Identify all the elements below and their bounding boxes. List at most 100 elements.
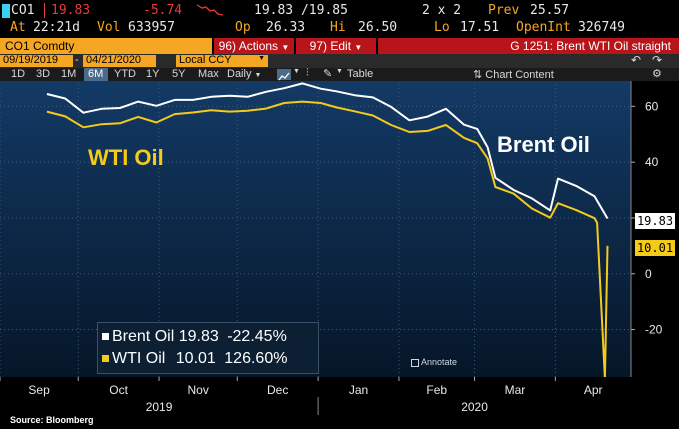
- chart-title: G 1251: Brent WTI Oil straight: [510, 39, 671, 53]
- date-separator: -: [75, 54, 79, 66]
- ticker-last: 19.83: [51, 3, 91, 18]
- x-tick-label: Sep: [28, 383, 50, 397]
- x-tick-label: Jan: [349, 383, 368, 397]
- brent-series-line: [46, 82, 609, 220]
- dropdown-arrow-icon[interactable]: ▼: [336, 68, 343, 75]
- chart-content-label: Chart Content: [485, 69, 554, 81]
- oi-label: OpenInt: [516, 20, 571, 35]
- period-3d[interactable]: 3D: [36, 68, 51, 80]
- legend-wti-name: WTI Oil: [112, 350, 166, 367]
- ticker-header: CO1 19.83 -5.74 19.83 /19.85 2 x 2 Prev …: [0, 0, 679, 38]
- period-1m[interactable]: 1M: [61, 68, 77, 80]
- redo-icon[interactable]: ↷: [652, 53, 663, 67]
- brent-chart-label: Brent Oil: [497, 132, 590, 157]
- ticker-time: 22:21d: [33, 20, 80, 35]
- ticker-low: 17.51: [460, 20, 500, 35]
- currency-select[interactable]: Local CCY ▼: [176, 54, 268, 67]
- edit-number: 97): [309, 39, 328, 53]
- source-note: Source: Bloomberg: [10, 415, 94, 425]
- ticker-divider: [44, 3, 45, 18]
- y-tick-label: 40: [645, 155, 659, 169]
- x-axis-labels: Sep Oct Nov Dec Jan Feb Mar Apr 2019 2020: [0, 377, 603, 415]
- legend-brent-value: 19.83: [178, 328, 219, 345]
- start-date: 09/19/2019: [3, 54, 59, 66]
- ticker-vol: 633957: [128, 20, 175, 35]
- x-tick-label: Dec: [267, 383, 288, 397]
- sparkline-icon: [196, 4, 224, 16]
- period-1y[interactable]: 1Y: [146, 68, 160, 80]
- ticker-size: 2 x 2: [422, 3, 462, 18]
- dropdown-arrow-icon: ▼: [281, 43, 290, 52]
- axis-background: [631, 81, 679, 377]
- x-tick-label: Apr: [584, 383, 603, 397]
- at-label: At: [10, 20, 26, 35]
- end-date: 04/21/2020: [86, 54, 142, 66]
- brent-last-tag: 19.83: [635, 213, 675, 229]
- wti-series-line: [46, 100, 609, 380]
- period-toolbar: 1D 3D 1M 6M YTD 1Y 5Y Max Daily ▼ ▼ ⫶ ✎ …: [0, 67, 679, 81]
- legend-wti-swatch: [102, 355, 109, 363]
- legend-wti-change: 126.60%: [224, 350, 288, 367]
- start-date-field[interactable]: 09/19/2019: [0, 54, 73, 67]
- ticker-open-interest: 326749: [578, 20, 625, 35]
- y-tick-label: 0: [645, 267, 652, 281]
- period-5y[interactable]: 5Y: [172, 68, 186, 80]
- ticker-cursor: [2, 4, 10, 18]
- dropdown-arrow-icon[interactable]: ▼: [293, 68, 300, 75]
- legend: Brent Oil 19.83 -22.45% WTI Oil 10.01 12…: [97, 322, 319, 374]
- period-1d[interactable]: 1D: [11, 68, 26, 80]
- series-layer: [46, 82, 609, 380]
- frequency-select[interactable]: Daily ▼: [227, 68, 261, 80]
- legend-brent: Brent Oil 19.83 -22.45%: [102, 328, 287, 346]
- prev-label: Prev: [488, 3, 520, 18]
- currency-label: Local CCY: [179, 54, 232, 66]
- pencil-icon[interactable]: ✎: [323, 68, 333, 80]
- x-axis-background: [0, 377, 679, 429]
- annotate-button[interactable]: Annotate: [411, 357, 457, 367]
- security-field[interactable]: CO1 Comdty: [0, 38, 212, 54]
- actions-number: 96): [218, 39, 237, 53]
- y-tick-label: 60: [645, 99, 659, 113]
- hi-label: Hi: [330, 20, 346, 35]
- security-label: CO1 Comdty: [5, 39, 75, 53]
- x-tick-label: Oct: [109, 383, 128, 397]
- period-6m: 6M: [88, 68, 104, 80]
- bars-icon[interactable]: ⫶: [306, 67, 309, 79]
- wti-last-tag: 10.01: [635, 240, 675, 256]
- actions-label: Actions: [238, 39, 279, 53]
- legend-wti: WTI Oil 10.01 126.60%: [102, 350, 287, 368]
- vol-label: Vol: [97, 20, 121, 35]
- end-date-field[interactable]: 04/21/2020: [83, 54, 156, 67]
- actions-button[interactable]: 96) Actions ▼: [214, 38, 294, 54]
- year-label-2019: 2019: [146, 400, 173, 414]
- ticker-symbol[interactable]: CO1: [11, 3, 35, 18]
- chart-content-icon: ⇅: [473, 69, 483, 81]
- ticker-high: 26.50: [358, 20, 398, 35]
- legend-brent-swatch: [102, 333, 109, 341]
- legend-brent-name: Brent Oil: [112, 328, 175, 345]
- lo-label: Lo: [434, 20, 450, 35]
- undo-icon[interactable]: ↶: [631, 53, 642, 67]
- chart-content-button[interactable]: ⇅ Chart Content: [473, 68, 554, 81]
- gear-icon[interactable]: ⚙: [652, 68, 662, 80]
- period-max[interactable]: Max: [198, 68, 219, 80]
- edit-button[interactable]: 97) Edit ▼: [296, 38, 376, 54]
- period-6m-active[interactable]: 6M: [84, 68, 108, 81]
- chart-title-bar: G 1251: Brent WTI Oil straight: [378, 38, 679, 54]
- period-ytd[interactable]: YTD: [114, 68, 136, 80]
- ticker-change: -5.74: [143, 3, 183, 18]
- op-label: Op: [235, 20, 251, 35]
- annotate-icon: [411, 358, 419, 367]
- x-tick-label: Mar: [505, 383, 526, 397]
- annotate-label: Annotate: [421, 357, 458, 367]
- table-button[interactable]: Table: [347, 68, 374, 80]
- line-chart-icon[interactable]: [277, 69, 291, 81]
- frequency-label: Daily: [227, 68, 252, 80]
- ticker-prev: 25.57: [530, 3, 570, 18]
- x-tick-label: Nov: [187, 383, 208, 397]
- year-label-2020: 2020: [461, 400, 488, 414]
- legend-wti-value: 10.01: [175, 350, 216, 367]
- date-range-bar: 09/19/2019 - 04/21/2020 Local CCY ▼ ↶ ↷: [0, 53, 679, 68]
- dropdown-arrow-icon: ▼: [254, 72, 262, 79]
- edit-label: Edit: [330, 39, 352, 53]
